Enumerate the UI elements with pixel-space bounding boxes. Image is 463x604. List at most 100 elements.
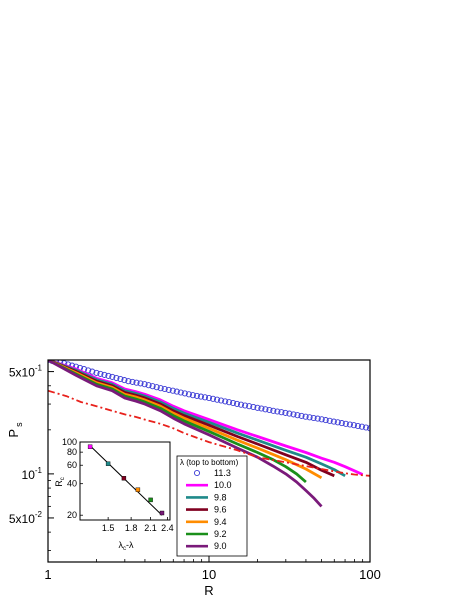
inset-y-label: Rc (54, 477, 66, 487)
data-point (322, 417, 329, 424)
legend-label: 9.0 (214, 541, 227, 551)
y-axis-label-sub: s (14, 422, 24, 427)
legend-entry-9-8: 9.8 (186, 492, 227, 502)
data-point (358, 423, 365, 430)
data-point (193, 392, 200, 399)
data-point (278, 409, 285, 416)
data-point (153, 384, 160, 391)
data-point (133, 379, 140, 386)
data-point (350, 422, 357, 429)
inset-x-tick-label: 1.5 (102, 523, 115, 533)
data-point (157, 385, 164, 392)
inset-y-tick-label: 40 (67, 479, 77, 489)
inset-fit-line (89, 445, 163, 516)
data-point (262, 406, 269, 413)
x-tick-label: 1 (44, 567, 51, 582)
data-point (254, 404, 261, 411)
data-point (141, 381, 148, 388)
y-tick-label: 10-1 (22, 466, 43, 482)
data-point (354, 422, 361, 430)
inset-x-tick-label: 2.4 (161, 523, 174, 533)
data-point (113, 374, 120, 382)
data-point (121, 377, 128, 384)
data-point (342, 420, 349, 427)
data-point (274, 408, 281, 415)
data-point (258, 405, 265, 412)
data-point (242, 402, 249, 409)
data-point (149, 383, 156, 390)
x-axis-label: R (204, 583, 213, 598)
data-point (286, 410, 293, 417)
data-point (302, 413, 309, 420)
data-point (185, 391, 192, 398)
data-point (266, 406, 273, 414)
inset-point (135, 487, 141, 492)
inset-marks (87, 444, 165, 516)
data-point (346, 421, 353, 428)
legend-entry-9-0: 9.0 (186, 541, 227, 551)
legend-label: 9.8 (214, 492, 227, 502)
data-point (189, 392, 196, 399)
data-point (222, 398, 229, 405)
data-point (310, 414, 317, 422)
data-point (177, 389, 184, 396)
data-point (209, 395, 217, 402)
legend-label: 10.0 (214, 480, 232, 490)
data-point (101, 371, 108, 378)
legend-entries: 11.3 10.0 9.8 9.6 9.4 9.2 9.0 (186, 468, 232, 551)
data-point (237, 401, 245, 408)
data-point (125, 378, 132, 385)
data-point (89, 368, 96, 375)
series-9-8-line (48, 360, 346, 478)
inset-point (105, 461, 111, 466)
x-axis-ticks: 1 10 100 (44, 556, 381, 582)
data-point (105, 372, 112, 379)
data-point (169, 387, 176, 394)
y-tick-label: 5x10-2 (9, 510, 43, 526)
data-point (338, 420, 345, 427)
legend-label: 9.2 (214, 529, 227, 539)
inset-y-label-main: R (54, 480, 64, 487)
data-point (246, 403, 253, 410)
data-point (362, 424, 370, 431)
data-point (218, 397, 225, 404)
data-point (173, 388, 180, 395)
main-series-group (48, 360, 370, 508)
y-tick-label: 5x10-1 (9, 364, 43, 380)
data-point (205, 394, 213, 402)
legend-entry-9-4: 9.4 (186, 517, 227, 527)
reference-curve-line (48, 389, 370, 477)
legend-swatch (193, 469, 201, 477)
data-point (145, 382, 152, 389)
data-point (109, 373, 116, 380)
data-point (226, 399, 233, 406)
data-point (117, 375, 124, 383)
y-axis-ticks: 5x10-2 10-1 5x10-1 (9, 364, 54, 551)
legend-label: 11.3 (214, 468, 231, 478)
inset-point (148, 497, 153, 503)
data-point (250, 403, 257, 411)
data-point (270, 407, 277, 414)
data-point (282, 409, 289, 416)
inset-point (87, 444, 93, 449)
inset-frame (79, 441, 171, 521)
inset-y-tick-label: 100 (62, 437, 77, 447)
series-9-0-line (48, 360, 323, 508)
legend-entry-10-0: 10.0 (186, 480, 232, 490)
data-point (161, 385, 168, 393)
legend-entry-9-6: 9.6 (186, 505, 227, 515)
data-point (290, 411, 297, 418)
inset-y-tick-label: 80 (67, 447, 77, 457)
legend: λ (top to bottom) 11.3 10.0 9.8 9.6 9.4 9.2 9.… (176, 455, 248, 557)
legend-box (176, 455, 248, 557)
x-tick-label: 100 (359, 567, 381, 582)
inset-y-label-sub: c (60, 477, 66, 480)
inset-x-tick-label: 1.8 (125, 523, 138, 533)
data-point (314, 415, 321, 422)
y-axis-label-main: P (6, 429, 21, 438)
inset-y-tick-label: 60 (67, 460, 77, 470)
legend-entry-9-2: 9.2 (186, 529, 227, 539)
